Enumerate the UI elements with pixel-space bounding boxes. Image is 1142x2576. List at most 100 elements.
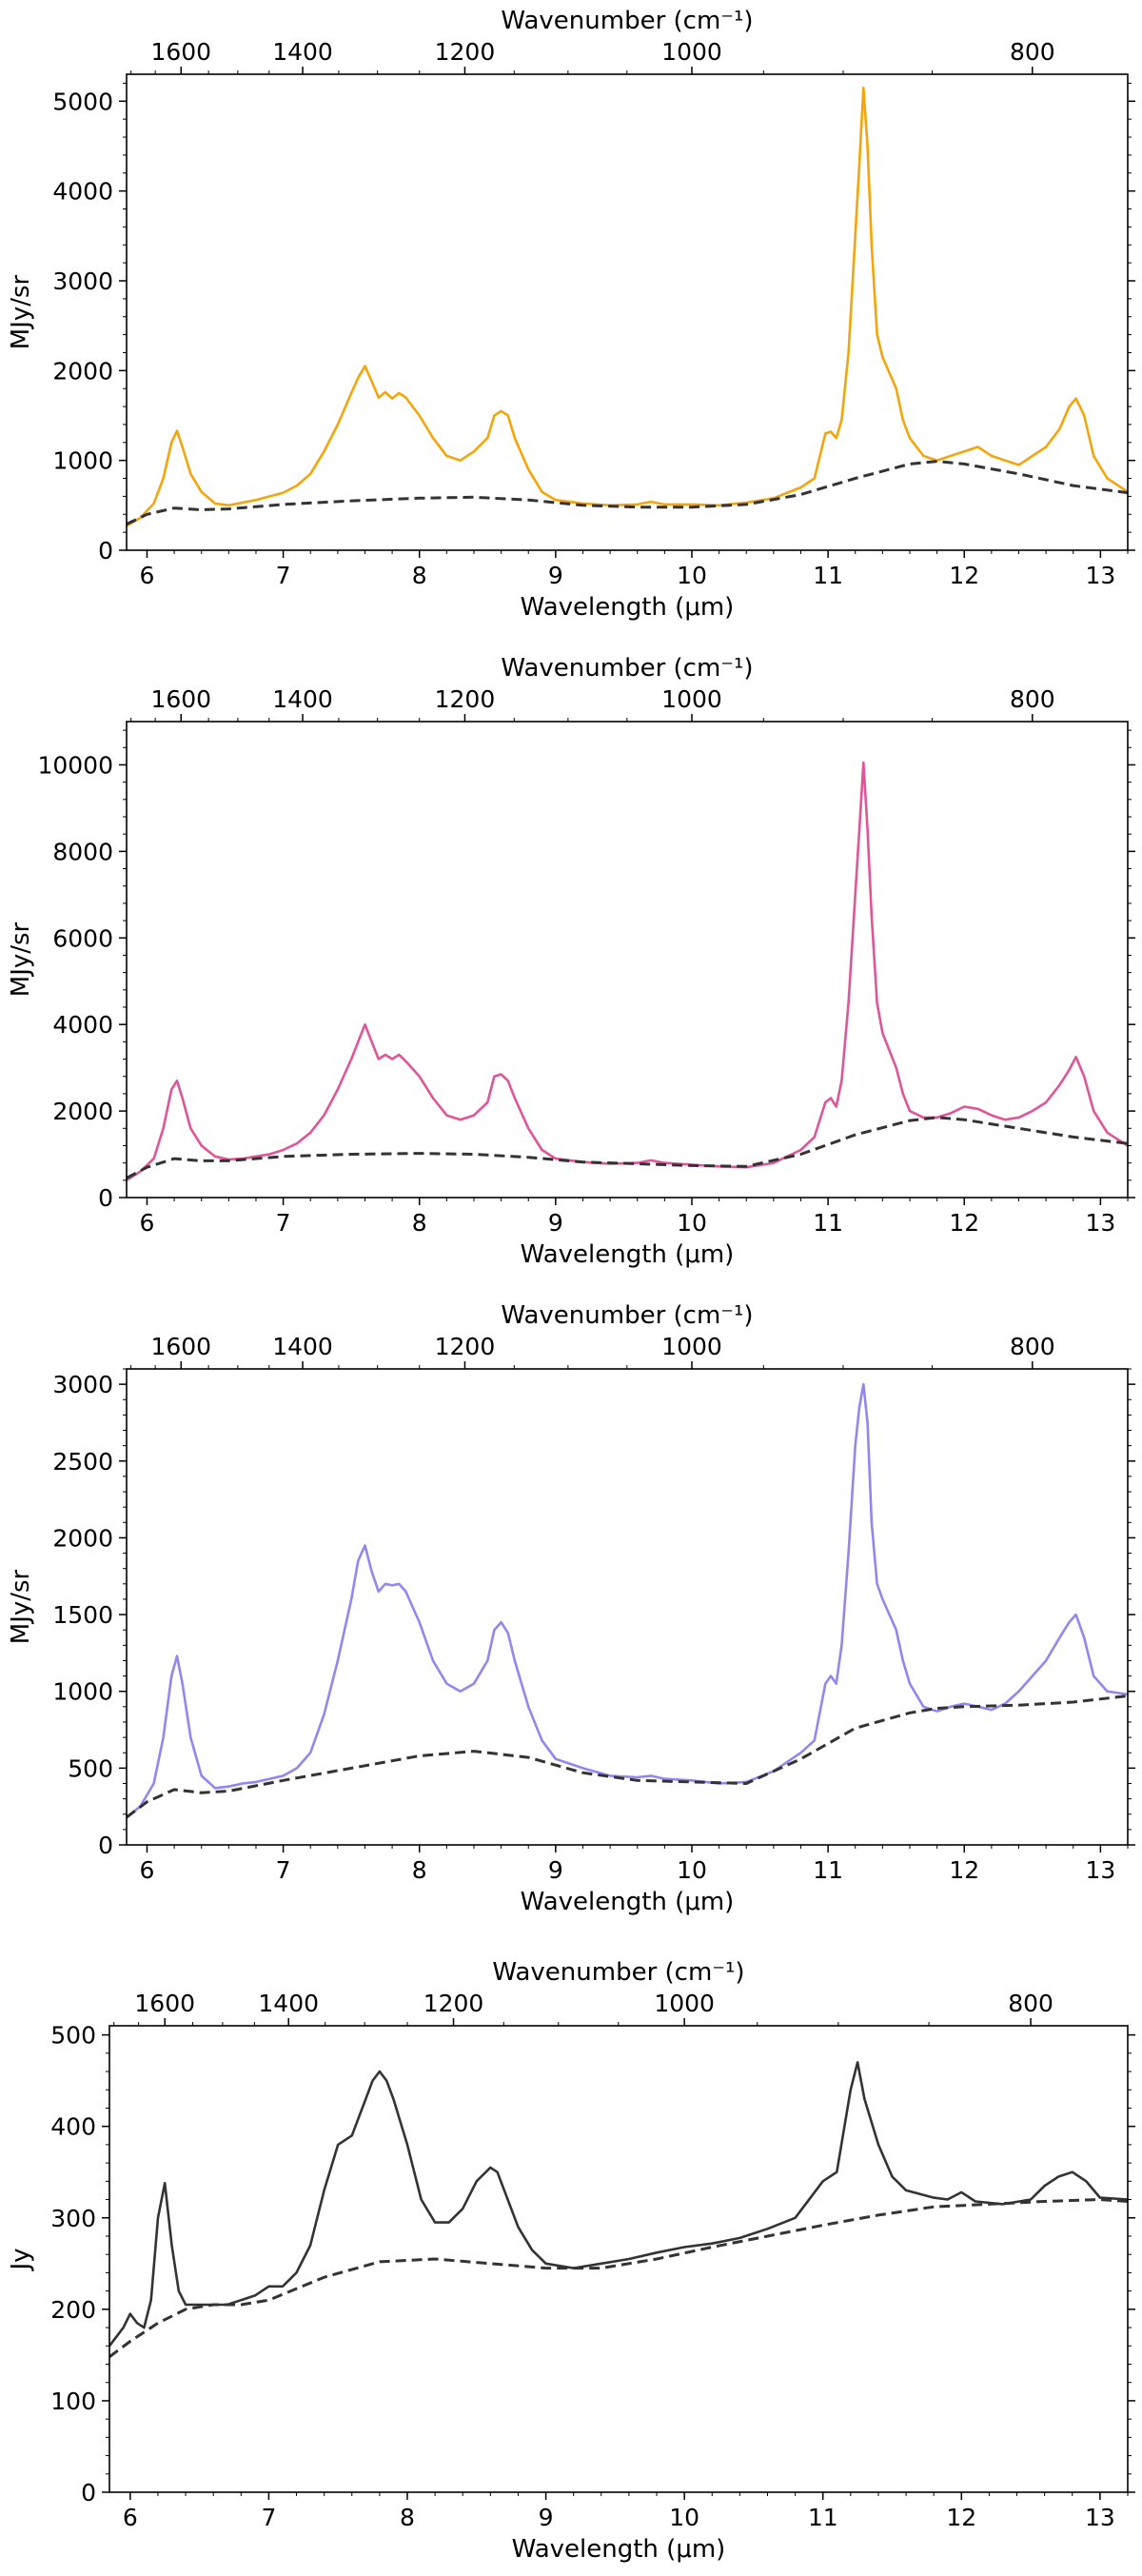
top-tick-label: 1000 xyxy=(661,685,722,713)
y-tick-label: 2500 xyxy=(52,1448,113,1476)
x-tick-label: 12 xyxy=(946,2504,976,2531)
x-axis-label: Wavelength (μm) xyxy=(521,1888,735,1916)
x-tick-label: 13 xyxy=(1085,1209,1115,1237)
continuum-line xyxy=(127,1116,1128,1179)
y-tick-label: 4000 xyxy=(52,1011,113,1039)
spectrum-line xyxy=(109,2061,1128,2348)
chart-panel-2: 6 7 8 9 10 11 12 13 0 2000 4000 6000 8000 10000 1600 14… xyxy=(7,654,1135,1269)
y-tick-label: 4000 xyxy=(52,178,113,206)
x-tick-label: 7 xyxy=(276,1209,291,1237)
x-tick-label: 13 xyxy=(1085,562,1115,589)
x-tick-label: 7 xyxy=(276,562,291,589)
x-tick-label: 11 xyxy=(813,562,843,589)
x-tick-label: 8 xyxy=(412,1209,427,1237)
y-tick-label: 10000 xyxy=(37,751,113,779)
top-tick-label: 1000 xyxy=(661,1333,722,1360)
y-tick-label: 100 xyxy=(50,2388,96,2415)
x-tick-label: 11 xyxy=(813,1209,843,1237)
x-tick-label: 9 xyxy=(539,2504,554,2531)
axes-frame xyxy=(126,721,1129,1199)
y-tick-label: 1000 xyxy=(52,447,113,475)
x-tick-label: 7 xyxy=(276,1856,291,1884)
y-axis-label: MJy/sr xyxy=(7,274,35,349)
chart-panel-3: 6 7 8 9 10 11 12 13 0 500 1000 1500 2000 2500 3000 1600… xyxy=(7,1301,1135,1916)
top-tick-label: 800 xyxy=(1008,1990,1053,2017)
x-tick-label: 9 xyxy=(548,1856,563,1884)
x-axis-label: Wavelength (μm) xyxy=(512,2535,726,2564)
spectrum-line xyxy=(127,761,1128,1181)
x-tick-label: 6 xyxy=(140,1209,155,1237)
y-tick-label: 0 xyxy=(98,537,113,565)
y-tick-label: 1000 xyxy=(52,1678,113,1706)
top-axis-label: Wavenumber (cm⁻¹) xyxy=(501,7,753,35)
x-tick-label: 10 xyxy=(677,562,707,589)
x-tick-label: 12 xyxy=(949,1209,979,1237)
continuum-line xyxy=(127,460,1128,525)
x-tick-label: 6 xyxy=(123,2504,138,2531)
y-tick-label: 400 xyxy=(50,2113,96,2141)
y-tick-label: 2000 xyxy=(52,357,113,385)
axes-frame xyxy=(126,1368,1129,1846)
x-axis-label: Wavelength (μm) xyxy=(521,1240,735,1269)
top-tick-label: 1000 xyxy=(654,1990,715,2017)
y-tick-label: 5000 xyxy=(52,88,113,115)
continuum-line xyxy=(127,1694,1128,1819)
y-tick-label: 300 xyxy=(50,2205,96,2232)
top-tick-label: 1600 xyxy=(150,685,211,713)
y-tick-label: 6000 xyxy=(52,924,113,952)
x-tick-label: 11 xyxy=(808,2504,838,2531)
spectrum-line xyxy=(127,1382,1128,1819)
continuum-line xyxy=(109,2198,1128,2359)
y-tick-label: 500 xyxy=(68,1754,113,1782)
top-tick-label: 1200 xyxy=(423,1990,484,2017)
y-axis-label: MJy/sr xyxy=(7,921,35,997)
top-tick-label: 800 xyxy=(1010,38,1055,66)
x-tick-label: 6 xyxy=(140,1856,155,1884)
x-tick-label: 7 xyxy=(261,2504,276,2531)
x-axis-label: Wavelength (μm) xyxy=(521,593,735,622)
x-tick-label: 9 xyxy=(548,1209,563,1237)
y-tick-label: 200 xyxy=(50,2296,96,2324)
chart-panel-1: 6 7 8 9 10 11 12 13 0 1000 2000 3000 4000 5000 1600 140… xyxy=(7,7,1135,622)
y-tick-label: 0 xyxy=(81,2479,96,2507)
top-tick-label: 1200 xyxy=(435,1333,496,1360)
x-tick-label: 8 xyxy=(412,562,427,589)
x-tick-label: 12 xyxy=(949,1856,979,1884)
x-tick-label: 13 xyxy=(1085,1856,1115,1884)
y-tick-label: 3000 xyxy=(52,268,113,295)
top-tick-label: 1600 xyxy=(150,38,211,66)
x-tick-label: 12 xyxy=(949,562,979,589)
y-tick-label: 8000 xyxy=(52,838,113,865)
y-tick-label: 2000 xyxy=(52,1524,113,1552)
top-tick-label: 800 xyxy=(1010,685,1055,713)
x-tick-label: 8 xyxy=(400,2504,415,2531)
x-tick-label: 8 xyxy=(412,1856,427,1884)
top-tick-label: 800 xyxy=(1010,1333,1055,1360)
x-tick-label: 11 xyxy=(813,1856,843,1884)
y-tick-label: 500 xyxy=(50,2022,96,2050)
top-tick-label: 1200 xyxy=(435,38,496,66)
x-tick-label: 10 xyxy=(669,2504,699,2531)
top-axis-label: Wavenumber (cm⁻¹) xyxy=(492,1958,744,1987)
y-tick-label: 1500 xyxy=(52,1601,113,1629)
top-tick-label: 1400 xyxy=(258,1990,319,2017)
top-tick-label: 1000 xyxy=(661,38,722,66)
top-axis-label: Wavenumber (cm⁻¹) xyxy=(501,1301,753,1330)
y-tick-label: 0 xyxy=(98,1184,113,1212)
x-tick-label: 13 xyxy=(1085,2504,1115,2531)
top-tick-label: 1400 xyxy=(272,1333,333,1360)
x-tick-label: 9 xyxy=(548,562,563,589)
top-tick-label: 1600 xyxy=(150,1333,211,1360)
top-tick-label: 1400 xyxy=(272,38,333,66)
top-tick-label: 1400 xyxy=(272,685,333,713)
spectrum-line xyxy=(127,86,1128,527)
y-tick-label: 2000 xyxy=(52,1098,113,1125)
axes-frame xyxy=(108,2025,1129,2493)
chart-panel-4: 6 7 8 9 10 11 12 13 0 100 200 300 400 500 1600 1400 1200… xyxy=(7,1958,1135,2564)
y-tick-label: 3000 xyxy=(52,1371,113,1398)
x-tick-label: 10 xyxy=(677,1856,707,1884)
y-axis-label: MJy/sr xyxy=(7,1569,35,1644)
top-tick-label: 1600 xyxy=(134,1990,195,2017)
axes-frame xyxy=(126,73,1129,551)
